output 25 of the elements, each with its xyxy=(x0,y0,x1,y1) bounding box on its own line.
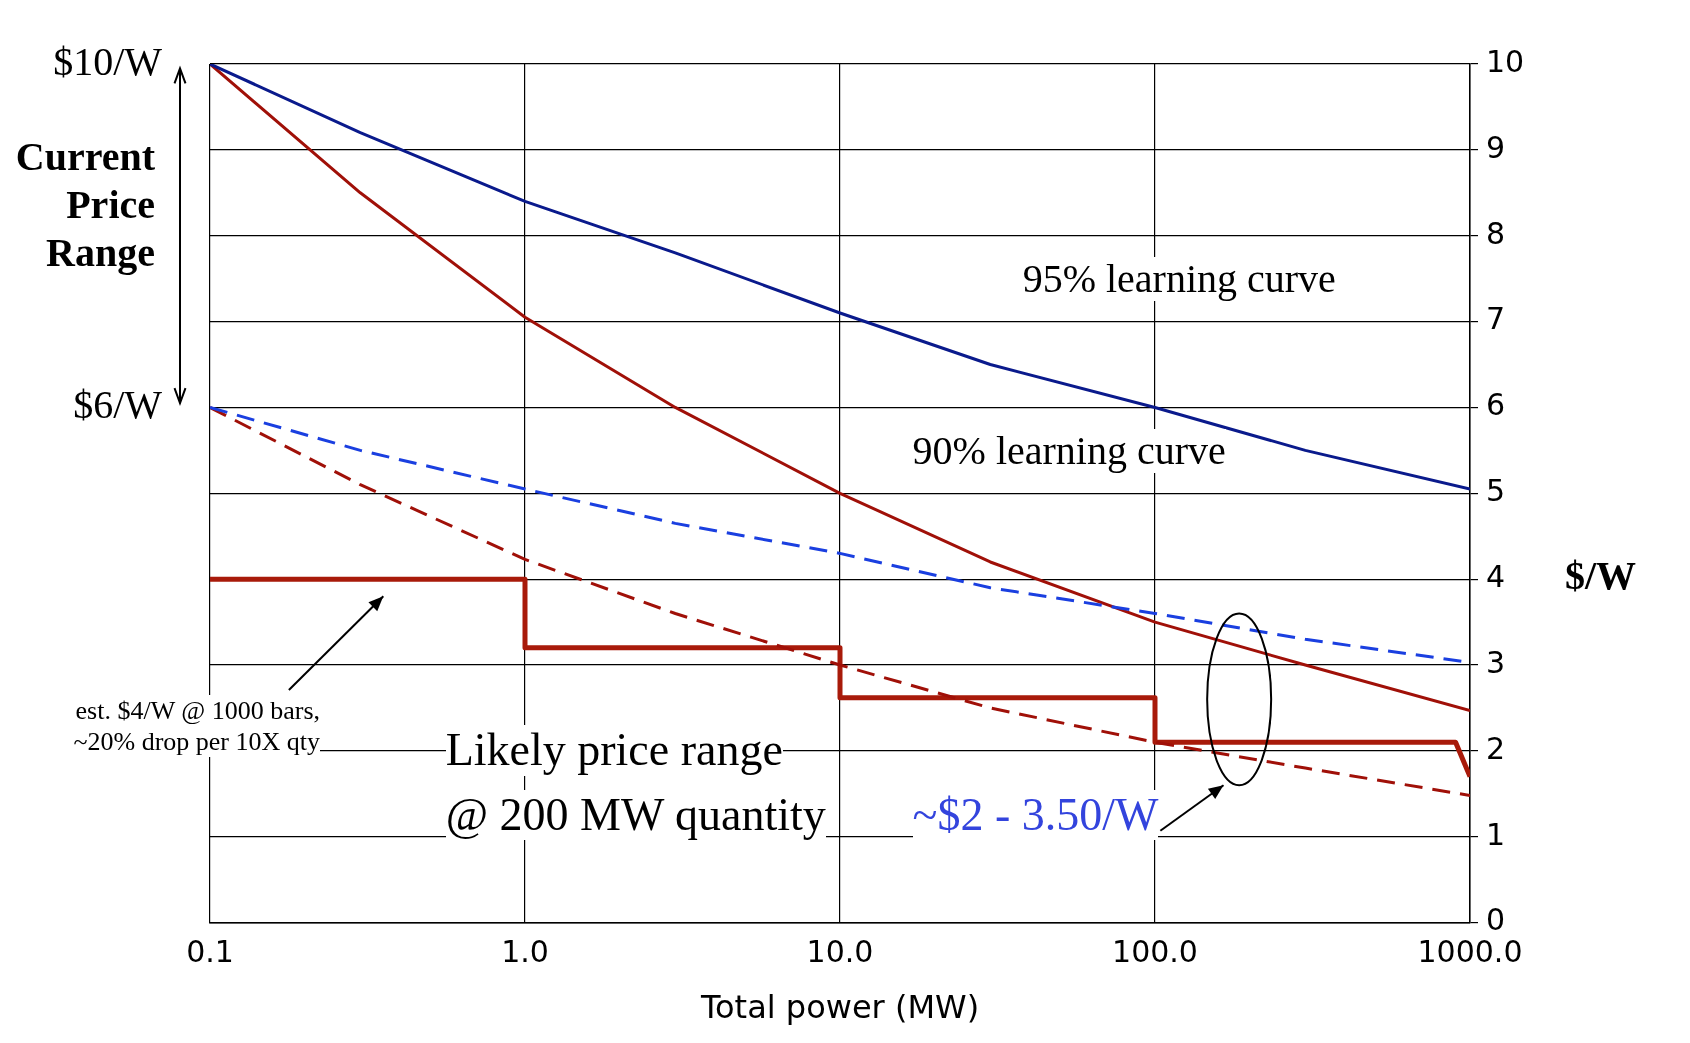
y2-tick-label: 1 xyxy=(1486,816,1506,852)
annotation: 90% learning curve xyxy=(912,427,1226,473)
annotation: Likely price range xyxy=(445,724,783,776)
y2-tick-label: 5 xyxy=(1486,473,1506,509)
annotation: ~$2 - 3.50/W xyxy=(912,788,1159,841)
y2-tick-label: 3 xyxy=(1486,644,1506,680)
annotation: est. $4/W @ 1000 bars, ~20% drop per 10X qty xyxy=(20,695,320,758)
y2-tick-label: 8 xyxy=(1486,215,1506,251)
x-tick-label: 0.1 xyxy=(186,934,234,970)
annotation: @ 200 MW quantity xyxy=(445,788,826,841)
x-tick-label: 1.0 xyxy=(501,934,549,970)
x-axis-title: Total power (MW) xyxy=(699,988,980,1027)
y-tick-label: $10/W xyxy=(53,38,163,84)
y2-tick-label: 10 xyxy=(1486,43,1525,79)
y2-tick-label: 6 xyxy=(1486,387,1506,423)
y2-axis-title: $/W xyxy=(1565,553,1637,599)
text: Current Price Range xyxy=(0,132,155,277)
x-tick-label: 10.0 xyxy=(806,934,874,970)
y2-tick-label: 2 xyxy=(1486,730,1506,766)
y2-tick-label: 9 xyxy=(1486,129,1506,165)
annotation: 95% learning curve xyxy=(1022,256,1336,302)
y2-tick-label: 4 xyxy=(1486,558,1506,594)
y2-tick-label: 7 xyxy=(1486,301,1506,337)
x-tick-label: 100.0 xyxy=(1112,934,1198,970)
y-tick-label: $6/W xyxy=(73,381,163,427)
